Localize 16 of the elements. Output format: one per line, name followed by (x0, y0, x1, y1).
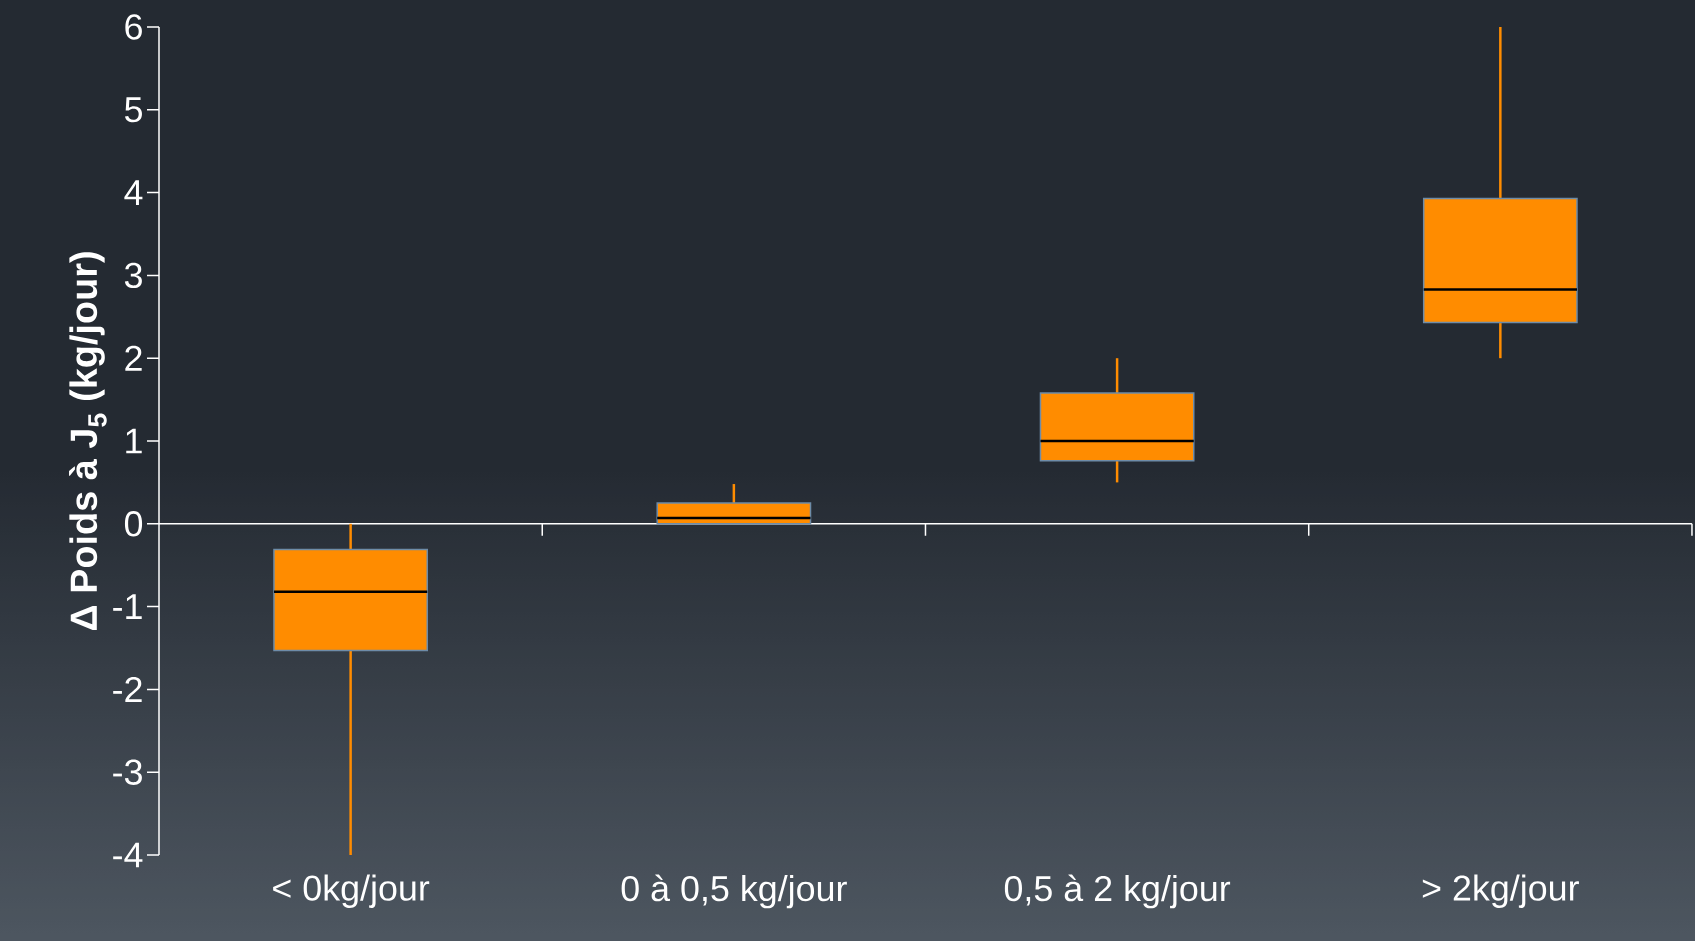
x-tick-label: > 2kg/jour (1422, 874, 1579, 908)
y-tick-label: -2 (113, 676, 142, 702)
y-tick-label: 1 (126, 428, 142, 454)
y-tick-label: 6 (125, 14, 142, 40)
x-tick-label: 0 à 0,5 kg/jour (621, 874, 847, 909)
y-tick-label: -3 (113, 759, 142, 785)
y-axis-title: Δ Poids à J$_{5}$ (kg/jour) (69, 252, 107, 631)
x-tick-label: < 0kg/jour (273, 874, 430, 908)
y-tick-label: 0 (124, 511, 143, 537)
x-tick-label: 0,5 à 2 kg/jour (1004, 874, 1231, 909)
y-tick-label: -1 (113, 594, 142, 619)
y-tick-label: 5 (124, 97, 142, 123)
y-tick-label: 4 (124, 180, 143, 205)
y-tick-label: 3 (124, 262, 142, 289)
y-tick-label: 2 (125, 345, 142, 371)
y-tick-label: -4 (113, 842, 143, 868)
